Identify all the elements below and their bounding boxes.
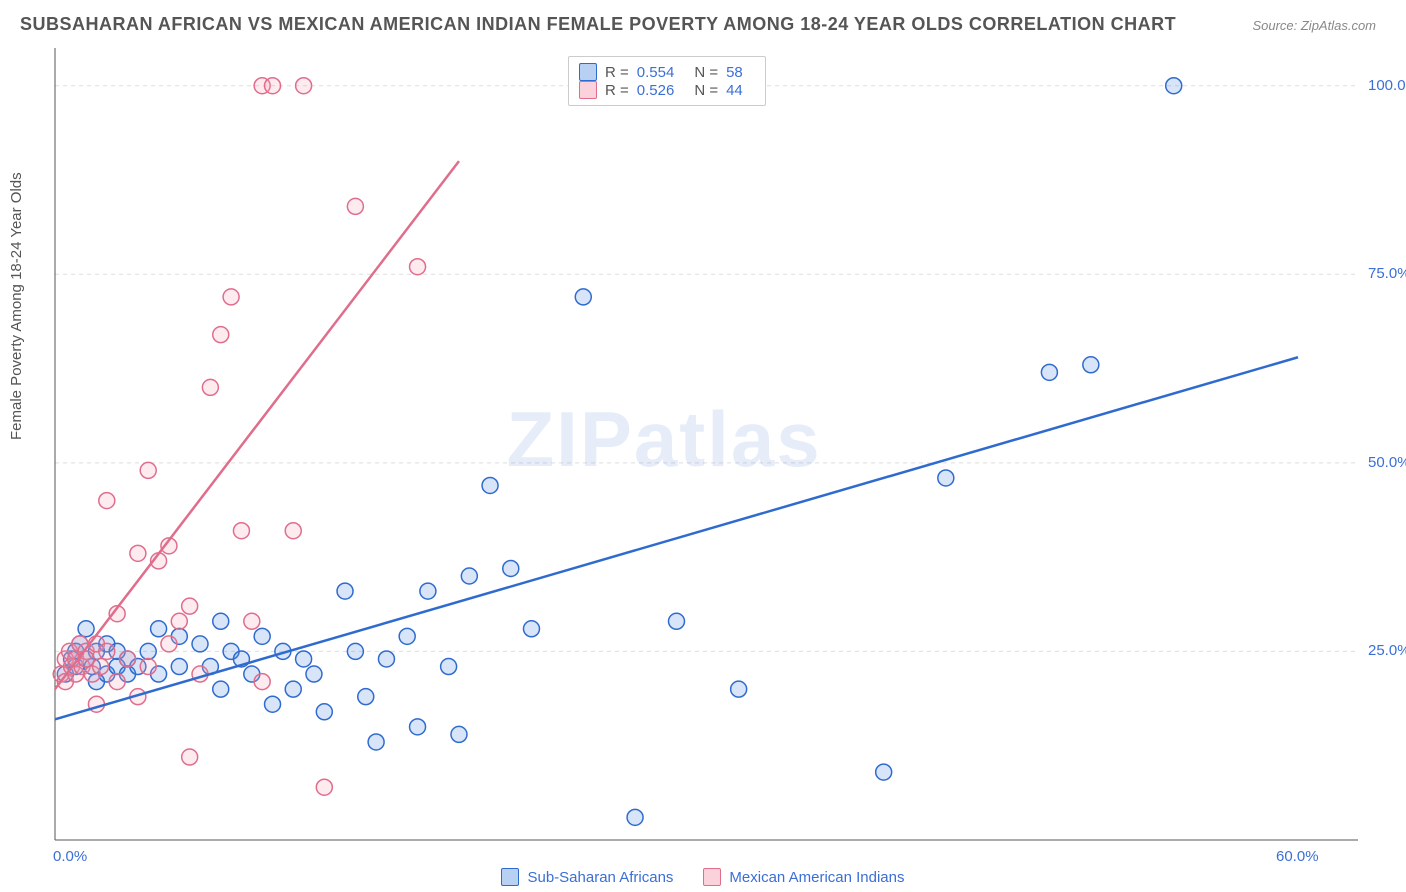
scatter-point bbox=[171, 659, 187, 675]
scatter-point bbox=[1041, 364, 1057, 380]
scatter-point bbox=[938, 470, 954, 486]
scatter-point bbox=[202, 379, 218, 395]
scatter-point bbox=[575, 289, 591, 305]
scatter-point bbox=[451, 726, 467, 742]
scatter-chart bbox=[0, 0, 1406, 892]
scatter-point bbox=[233, 523, 249, 539]
scatter-point bbox=[358, 689, 374, 705]
scatter-point bbox=[93, 659, 109, 675]
scatter-point bbox=[151, 621, 167, 637]
correlation-legend-row: R = 0.554 N = 58 bbox=[579, 63, 755, 81]
scatter-point bbox=[285, 681, 301, 697]
scatter-point bbox=[265, 78, 281, 94]
scatter-point bbox=[441, 659, 457, 675]
scatter-point bbox=[461, 568, 477, 584]
scatter-point bbox=[523, 621, 539, 637]
scatter-point bbox=[876, 764, 892, 780]
scatter-point bbox=[368, 734, 384, 750]
x-tick-label: 0.0% bbox=[53, 848, 87, 865]
scatter-point bbox=[265, 696, 281, 712]
scatter-point bbox=[503, 560, 519, 576]
legend-value: 0.526 bbox=[637, 82, 675, 99]
scatter-point bbox=[669, 613, 685, 629]
scatter-point bbox=[213, 327, 229, 343]
scatter-point bbox=[140, 643, 156, 659]
scatter-point bbox=[731, 681, 747, 697]
scatter-point bbox=[306, 666, 322, 682]
y-tick-label: 50.0% bbox=[1368, 454, 1406, 471]
scatter-point bbox=[182, 749, 198, 765]
series-legend-item: Sub-Saharan Africans bbox=[501, 868, 673, 886]
scatter-point bbox=[316, 704, 332, 720]
trend-line bbox=[55, 161, 459, 689]
scatter-point bbox=[223, 289, 239, 305]
scatter-point bbox=[347, 643, 363, 659]
legend-swatch bbox=[579, 63, 597, 81]
y-tick-label: 100.0% bbox=[1368, 77, 1406, 94]
x-tick-label: 60.0% bbox=[1276, 848, 1319, 865]
scatter-point bbox=[99, 643, 115, 659]
legend-swatch bbox=[501, 868, 519, 886]
scatter-point bbox=[109, 674, 125, 690]
scatter-point bbox=[254, 628, 270, 644]
scatter-point bbox=[140, 659, 156, 675]
scatter-point bbox=[140, 462, 156, 478]
legend-value: 58 bbox=[726, 64, 743, 81]
correlation-legend-row: R = 0.526 N = 44 bbox=[579, 81, 755, 99]
y-tick-label: 75.0% bbox=[1368, 265, 1406, 282]
legend-label: Sub-Saharan Africans bbox=[527, 869, 673, 886]
scatter-point bbox=[410, 719, 426, 735]
legend-value: 0.554 bbox=[637, 64, 675, 81]
scatter-point bbox=[99, 493, 115, 509]
legend-key: R = bbox=[605, 82, 629, 99]
legend-label: Mexican American Indians bbox=[729, 869, 904, 886]
y-tick-label: 25.0% bbox=[1368, 642, 1406, 659]
scatter-point bbox=[130, 545, 146, 561]
legend-swatch bbox=[579, 81, 597, 99]
scatter-point bbox=[1166, 78, 1182, 94]
legend-value: 44 bbox=[726, 82, 743, 99]
scatter-point bbox=[296, 78, 312, 94]
scatter-point bbox=[171, 613, 187, 629]
scatter-point bbox=[627, 809, 643, 825]
scatter-point bbox=[161, 636, 177, 652]
scatter-point bbox=[213, 681, 229, 697]
scatter-point bbox=[78, 621, 94, 637]
scatter-point bbox=[482, 477, 498, 493]
scatter-point bbox=[213, 613, 229, 629]
scatter-point bbox=[296, 651, 312, 667]
scatter-point bbox=[420, 583, 436, 599]
scatter-point bbox=[192, 636, 208, 652]
scatter-point bbox=[182, 598, 198, 614]
correlation-legend: R = 0.554 N = 58 R = 0.526 N = 44 bbox=[568, 56, 766, 106]
scatter-point bbox=[254, 674, 270, 690]
scatter-point bbox=[316, 779, 332, 795]
scatter-point bbox=[244, 613, 260, 629]
scatter-point bbox=[285, 523, 301, 539]
scatter-point bbox=[337, 583, 353, 599]
scatter-point bbox=[399, 628, 415, 644]
legend-key: R = bbox=[605, 64, 629, 81]
scatter-point bbox=[1083, 357, 1099, 373]
scatter-point bbox=[120, 651, 136, 667]
scatter-point bbox=[78, 651, 94, 667]
series-legend: Sub-Saharan Africans Mexican American Ind… bbox=[0, 868, 1406, 886]
series-legend-item: Mexican American Indians bbox=[703, 868, 904, 886]
legend-key: N = bbox=[694, 64, 718, 81]
legend-swatch bbox=[703, 868, 721, 886]
legend-key: N = bbox=[694, 82, 718, 99]
scatter-point bbox=[410, 259, 426, 275]
scatter-point bbox=[347, 198, 363, 214]
scatter-point bbox=[378, 651, 394, 667]
